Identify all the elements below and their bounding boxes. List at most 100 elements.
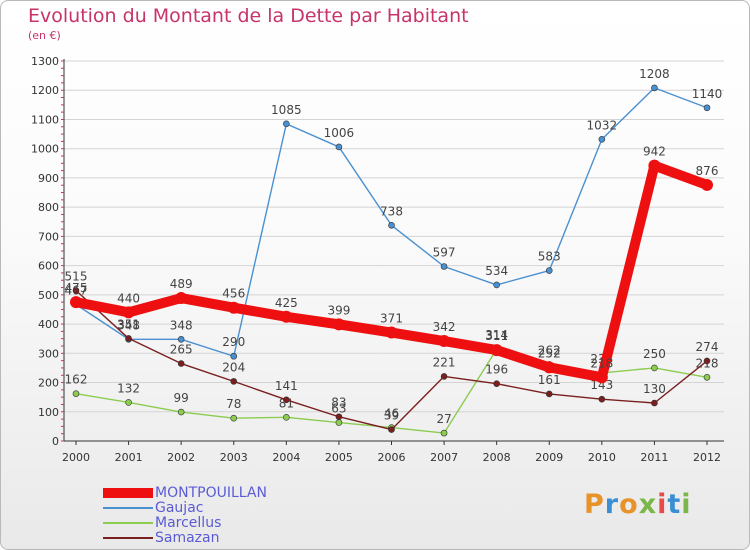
data-point	[230, 378, 238, 385]
data-point	[651, 399, 658, 407]
data-label: 456	[222, 287, 245, 301]
data-label: 1085	[271, 103, 302, 117]
data-label: 1140	[692, 87, 723, 101]
y-tick-label: 300	[38, 347, 59, 360]
legend-swatch	[103, 522, 153, 524]
data-label: 425	[275, 296, 298, 310]
data-label: 196	[485, 363, 508, 377]
data-point	[230, 414, 238, 422]
data-point	[125, 335, 132, 342]
chart-subtitle: (en €)	[28, 29, 61, 42]
data-point	[332, 318, 345, 331]
data-label: 440	[117, 291, 140, 305]
data-point	[283, 396, 290, 404]
data-point	[493, 380, 500, 388]
y-tick-label: 1100	[31, 113, 59, 126]
legend-swatch	[103, 537, 153, 539]
data-label: 942	[643, 145, 666, 159]
logo-letter: i	[681, 489, 692, 520]
logo-letter: i	[657, 489, 668, 520]
data-label: 1006	[324, 126, 355, 140]
x-tick-label: 2009	[535, 451, 563, 464]
data-point	[440, 263, 448, 270]
data-label: 204	[222, 360, 245, 374]
data-point	[703, 104, 711, 112]
data-point	[72, 390, 80, 397]
data-point	[230, 352, 238, 360]
data-point	[177, 360, 185, 367]
data-label: 348	[117, 318, 140, 332]
data-label: 99	[174, 391, 189, 405]
data-point	[122, 306, 135, 319]
data-point	[598, 395, 606, 403]
y-tick-label: 400	[38, 318, 59, 331]
chart-title: Evolution du Montant de la Dette par Hab…	[28, 5, 469, 27]
x-tick-label: 2000	[62, 451, 90, 464]
legend-label: Marcellus	[155, 515, 222, 531]
data-label: 162	[65, 373, 88, 387]
data-point	[175, 292, 188, 305]
x-tick-label: 2002	[167, 451, 195, 464]
x-tick-label: 2008	[483, 451, 511, 464]
data-point	[385, 326, 398, 339]
x-tick-label: 2001	[115, 451, 143, 464]
data-label: 348	[170, 318, 193, 332]
data-point	[440, 429, 448, 437]
y-tick-label: 500	[38, 289, 59, 302]
logo-letter: r	[604, 489, 620, 520]
data-point	[490, 344, 503, 357]
data-label: 738	[380, 204, 403, 218]
data-point	[543, 361, 556, 374]
data-label: 515	[65, 269, 88, 283]
data-point	[493, 281, 500, 289]
data-point	[598, 136, 606, 143]
data-label: 39	[384, 409, 399, 423]
data-label: 265	[170, 343, 193, 357]
data-label: 583	[538, 250, 561, 264]
data-point	[651, 364, 658, 372]
data-label: 143	[590, 378, 613, 392]
data-label: 46	[384, 407, 399, 421]
data-label: 534	[485, 264, 508, 278]
data-point	[177, 335, 185, 343]
data-label: 132	[117, 381, 140, 395]
data-label: 1208	[639, 67, 670, 81]
x-tick-label: 2003	[220, 451, 248, 464]
x-tick-label: 2004	[272, 451, 300, 464]
data-point	[388, 221, 395, 229]
data-label: 81	[279, 396, 294, 410]
data-label: 311	[485, 329, 508, 343]
data-label: 252	[538, 346, 561, 360]
data-point	[335, 143, 343, 151]
y-tick-label: 600	[38, 260, 59, 273]
data-label: 1032	[587, 118, 618, 132]
data-label: 597	[433, 245, 456, 259]
data-point	[335, 413, 343, 421]
data-point	[70, 296, 82, 309]
proxiti-logo: Proxiti	[584, 489, 692, 520]
y-tick-label: 0	[52, 435, 59, 448]
data-label: 876	[696, 164, 719, 178]
y-tick-label: 100	[38, 406, 59, 419]
data-point	[701, 178, 713, 191]
y-tick-label: 1000	[31, 143, 59, 156]
data-point	[440, 373, 448, 380]
logo-letter: x	[638, 489, 658, 520]
data-point	[703, 373, 711, 381]
data-label: 399	[327, 303, 350, 317]
x-tick-label: 2005	[325, 451, 353, 464]
y-tick-label: 200	[38, 377, 59, 390]
legend-label: MONTPOUILLAN	[155, 485, 267, 501]
data-label: 475	[65, 281, 88, 295]
data-point	[283, 414, 290, 421]
data-point	[227, 301, 240, 314]
y-tick-label: 800	[38, 201, 59, 214]
data-label: 274	[696, 340, 719, 354]
x-tick-label: 2011	[640, 451, 668, 464]
data-point	[648, 159, 661, 172]
data-label: 27	[436, 412, 451, 426]
legend-label: Samazan	[155, 530, 220, 546]
data-label: 218	[590, 356, 613, 370]
